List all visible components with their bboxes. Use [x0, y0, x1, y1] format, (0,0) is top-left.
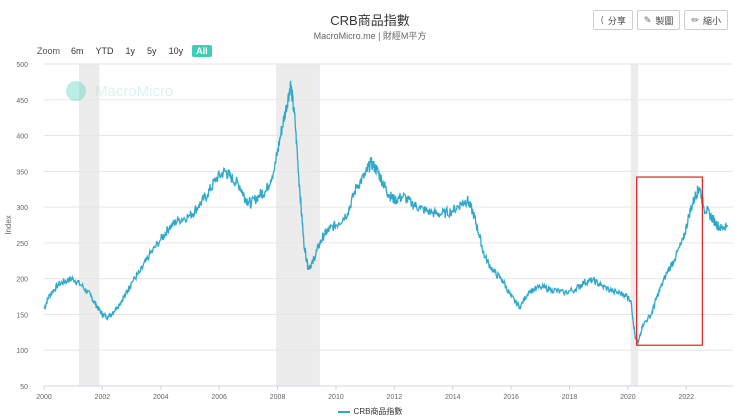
y-tick-label: 100 [16, 348, 28, 355]
image-label: 製圖 [655, 15, 674, 26]
recession-band-1 [276, 64, 320, 386]
x-tick-label: 2020 [620, 394, 636, 401]
x-tick-label: 2012 [387, 394, 403, 401]
y-tick-label: 400 [16, 134, 28, 141]
x-tick-label: 2018 [562, 394, 578, 401]
recession-band-0 [79, 64, 100, 386]
watermark-text: MacroMicro [95, 83, 173, 100]
y-tick-label: 50 [20, 384, 28, 391]
y-tick-label: 500 [16, 62, 28, 69]
recession-bands [79, 64, 639, 386]
share-icon: ⟨ [600, 14, 604, 25]
y-tick-label: 250 [16, 241, 28, 248]
share-label: 分享 [607, 15, 626, 26]
y-axis-label: Index [4, 215, 13, 235]
y-tick-label: 200 [16, 277, 28, 284]
x-tick-label: 2016 [503, 394, 519, 401]
image-button[interactable]: ✎ 製圖 [636, 10, 681, 30]
zoom-selector: Zoom 6m YTD 1y 5y 10y All [37, 45, 212, 57]
chart-toolbar: ⟨ 分享 ✎ 製圖 ✏ 縮小 [593, 10, 728, 30]
x-tick-label: 2022 [678, 394, 694, 401]
recession-band-2 [630, 64, 639, 386]
zoom-5y-button[interactable]: 5y [147, 46, 157, 56]
y-tick-label: 350 [16, 169, 28, 176]
y-grid-lines [44, 63, 733, 387]
series-line-crb [43, 80, 728, 346]
x-tick-label: 2004 [153, 394, 169, 401]
zoom-all-button[interactable]: All [192, 45, 212, 57]
shrink-button[interactable]: ✏ 縮小 [684, 10, 728, 30]
y-tick-label: 450 [16, 98, 28, 105]
legend[interactable]: CRB商品指數 [0, 406, 740, 417]
x-tick-label: 2006 [211, 394, 227, 401]
share-button[interactable]: ⟨ 分享 [593, 10, 633, 30]
watermark: MacroMicro [66, 81, 173, 101]
zoom-6m-button[interactable]: 6m [71, 46, 84, 56]
zoom-label: Zoom [37, 46, 61, 56]
y-tick-label: 150 [16, 312, 28, 319]
x-tick-label: 2014 [445, 394, 461, 401]
x-tick-label: 2000 [36, 394, 52, 401]
y-axis-ticks: 50 100 150 200 250 300 350 400 450 500 [16, 62, 28, 391]
x-tick-label: 2008 [270, 394, 286, 401]
legend-swatch [337, 410, 350, 413]
chart-subtitle: MacroMicro.me | 財經M平方 [313, 31, 427, 41]
pencil-icon: ✎ [643, 14, 652, 25]
zoom-ytd-button[interactable]: YTD [95, 46, 114, 56]
y-tick-label: 300 [16, 205, 28, 212]
highlight-box [636, 176, 703, 346]
zoom-1y-button[interactable]: 1y [125, 46, 136, 56]
x-tick-label: 2002 [95, 394, 111, 401]
x-tick-label: 2010 [328, 394, 344, 401]
shrink-label: 縮小 [702, 15, 721, 26]
legend-label: CRB商品指數 [353, 407, 403, 416]
zoom-10y-button[interactable]: 10y [168, 46, 184, 56]
x-axis-ticks: 2000 2002 2004 2006 2008 2010 2012 2014 2016 2018… [36, 386, 694, 401]
watermark-logo-icon [66, 81, 86, 101]
page-title: CRB商品指數 [330, 13, 410, 28]
pencil-icon: ✏ [691, 14, 699, 25]
